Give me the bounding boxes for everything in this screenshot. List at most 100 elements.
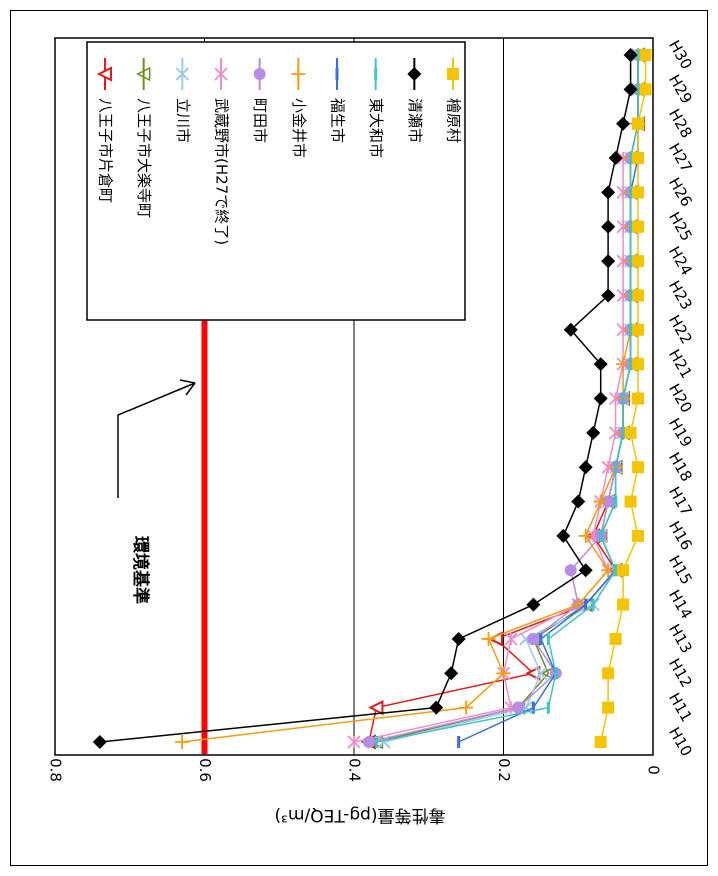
series-9-point xyxy=(608,151,623,166)
series-5-point xyxy=(602,495,615,508)
series-8-point xyxy=(614,564,618,577)
category-tick-label: H10 xyxy=(665,724,696,759)
series-8-point xyxy=(629,186,633,199)
series-10-point xyxy=(624,495,637,508)
series-6-point xyxy=(175,735,190,749)
category-tick-label: H14 xyxy=(665,587,696,622)
series-6-point xyxy=(593,494,608,509)
series-8-point xyxy=(636,83,640,96)
category-tick-label: H28 xyxy=(665,106,696,141)
category-tick-label: H27 xyxy=(665,140,696,175)
series-8-point xyxy=(629,289,633,302)
series-8-point xyxy=(621,426,625,439)
legend-entry-label: 檜原村 xyxy=(445,98,463,143)
series-5-point xyxy=(362,736,375,748)
series-8-point xyxy=(546,632,550,645)
category-tick-label: H30 xyxy=(665,37,696,72)
series-10-point xyxy=(602,667,615,680)
category-tick-label: H17 xyxy=(665,484,696,519)
series-9-point xyxy=(601,254,616,269)
legend-swatch-marker xyxy=(135,66,151,82)
series-7-point xyxy=(457,736,461,748)
value-tick-label: 0.2 xyxy=(495,758,513,782)
series-8-point xyxy=(546,701,550,714)
series-9-point xyxy=(571,494,586,509)
series-6-point xyxy=(571,597,586,612)
series-10-point xyxy=(632,289,645,302)
chart-frame xyxy=(10,10,708,866)
reference-arrowhead xyxy=(179,379,196,396)
series-8-point xyxy=(621,392,625,405)
series-8-point xyxy=(614,461,618,474)
series-10-point xyxy=(632,186,645,199)
series-8-point xyxy=(629,255,633,268)
series-9-point xyxy=(556,528,571,543)
category-tick-label: H23 xyxy=(665,278,696,313)
legend-entry-label: 福生市 xyxy=(329,98,347,143)
series-10-point xyxy=(632,358,645,371)
series-9-point xyxy=(593,391,608,406)
category-tick-label: H13 xyxy=(665,621,696,656)
series-10-point xyxy=(632,392,645,405)
category-tick-label: H12 xyxy=(665,655,696,690)
legend-entry-label: 小金井市 xyxy=(290,98,308,158)
legend-entry-label: 立川市 xyxy=(174,98,192,143)
series-9-point xyxy=(563,322,578,337)
axis-title: 毒性等量(pg-TEQ/m³) xyxy=(274,805,445,825)
category-tick-label: H26 xyxy=(665,174,696,209)
value-tick-label: 0.4 xyxy=(346,758,364,782)
legend-swatch-marker xyxy=(291,67,306,81)
series-9-point xyxy=(444,666,459,681)
series-3-point xyxy=(534,666,548,681)
value-tick-label: 0.8 xyxy=(47,758,65,782)
category-tick-label: H21 xyxy=(665,346,696,381)
series-9-point xyxy=(593,357,608,372)
series-8-point xyxy=(629,220,633,233)
category-tick-label: H22 xyxy=(665,312,696,347)
reference-label: 環境基準 xyxy=(130,536,151,604)
series-10-point xyxy=(632,529,645,542)
series-6-point xyxy=(459,700,474,715)
series-9-point xyxy=(616,116,631,131)
series-8-point xyxy=(554,667,558,680)
series-10-point xyxy=(602,701,615,714)
category-tick-label: H29 xyxy=(665,71,696,106)
series-10-point xyxy=(632,255,645,268)
series-6-point xyxy=(616,357,631,372)
series-8-point xyxy=(599,529,603,542)
category-tick-label: H15 xyxy=(665,552,696,587)
legend-entry-label: 東大和市 xyxy=(367,98,385,158)
series-10-point xyxy=(632,220,645,233)
legend-entry-label: 武蔵野市(H27で終了) xyxy=(213,98,231,245)
series-9-point xyxy=(429,700,444,715)
series-9-point xyxy=(601,185,616,200)
series-8-point xyxy=(629,358,633,371)
category-tick-label: H25 xyxy=(665,209,696,244)
series-9-point xyxy=(92,735,107,749)
series-10-point xyxy=(639,49,652,61)
series-8-point xyxy=(591,598,595,611)
series-6-point xyxy=(496,666,511,681)
series-7-point xyxy=(531,701,535,714)
category-tick-label: H20 xyxy=(665,381,696,416)
series-5-point xyxy=(512,701,525,714)
series-6-point xyxy=(481,631,496,646)
series-9-point xyxy=(601,219,616,234)
series-7-point xyxy=(539,632,543,645)
series-8-point xyxy=(636,49,640,61)
legend-swatch-marker xyxy=(96,66,112,82)
category-tick-label: H18 xyxy=(665,449,696,484)
reference-arrow xyxy=(117,382,196,498)
series-8-point xyxy=(374,736,378,748)
legend-swatch-marker xyxy=(214,67,228,81)
legend-swatch-marker xyxy=(447,68,459,80)
series-10-point xyxy=(632,461,645,474)
legend-swatch-marker xyxy=(335,68,339,80)
series-10-point xyxy=(639,83,652,96)
series-10-point xyxy=(632,152,645,165)
series-9-point xyxy=(578,563,593,578)
category-tick-label: H16 xyxy=(665,518,696,553)
legend-entry-label: 町田市 xyxy=(251,98,269,143)
series-8-point xyxy=(629,323,633,336)
